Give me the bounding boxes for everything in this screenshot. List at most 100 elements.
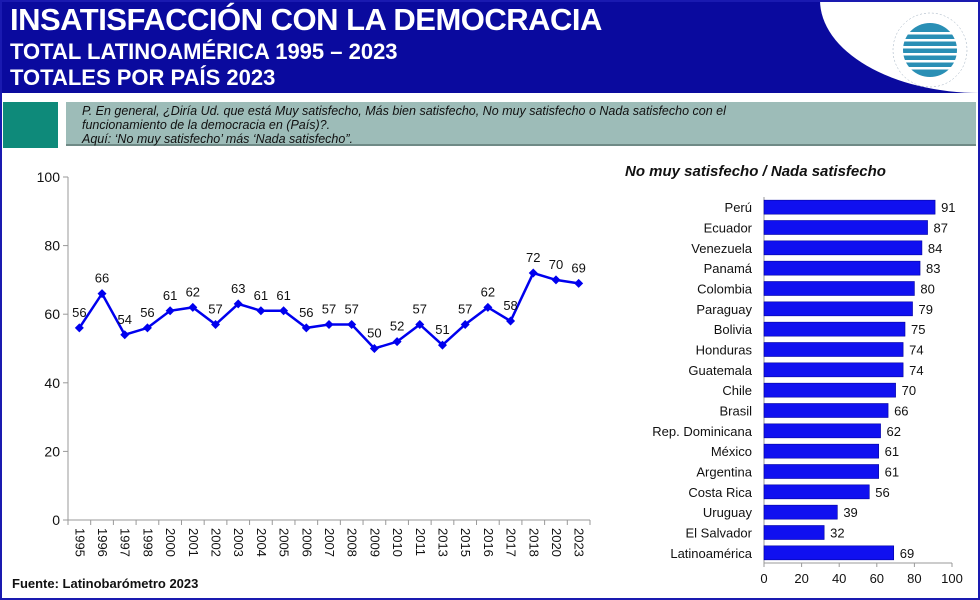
data-point bbox=[97, 289, 107, 299]
question-line-2: funcionamiento de la democracia en (País… bbox=[82, 118, 331, 132]
bar bbox=[763, 382, 896, 398]
data-label: 72 bbox=[526, 250, 540, 265]
data-label: 62 bbox=[481, 284, 495, 299]
data-label: 57 bbox=[413, 301, 427, 316]
x-tick-label: 2003 bbox=[231, 528, 246, 557]
data-point bbox=[74, 323, 84, 333]
data-label: 61 bbox=[163, 288, 177, 303]
data-label: 57 bbox=[322, 301, 336, 316]
bar-data-label: 87 bbox=[934, 221, 948, 236]
bar-x-tick-label: 80 bbox=[907, 571, 921, 586]
data-label: 70 bbox=[549, 257, 563, 272]
x-tick-label: 1998 bbox=[140, 528, 155, 557]
data-label: 50 bbox=[367, 326, 381, 341]
data-point bbox=[324, 319, 334, 329]
bar-category-label: Honduras bbox=[696, 343, 753, 358]
bar-data-label: 66 bbox=[894, 404, 908, 419]
bar bbox=[763, 321, 906, 337]
data-point bbox=[437, 340, 447, 350]
data-label: 66 bbox=[95, 271, 109, 286]
data-point bbox=[528, 268, 538, 278]
bar-category-label: Panamá bbox=[704, 261, 753, 276]
bar-category-label: Rep. Dominicana bbox=[652, 424, 752, 439]
source-note: Fuente: Latinobarómetro 2023 bbox=[12, 576, 199, 591]
y-tick-label: 60 bbox=[44, 306, 60, 322]
bar-category-label: Costa Rica bbox=[688, 485, 752, 500]
data-label: 62 bbox=[186, 284, 200, 299]
x-tick-label: 2018 bbox=[526, 528, 541, 557]
bar-category-label: Argentina bbox=[696, 465, 752, 480]
x-tick-label: 2017 bbox=[504, 528, 519, 557]
x-tick-label: 2010 bbox=[390, 528, 405, 557]
bar-category-label: Uruguay bbox=[703, 505, 753, 520]
bar-data-label: 83 bbox=[926, 261, 940, 276]
data-point bbox=[551, 275, 561, 285]
data-label: 57 bbox=[208, 301, 222, 316]
bar bbox=[763, 301, 913, 317]
x-tick-label: 2006 bbox=[299, 528, 314, 557]
bar bbox=[763, 199, 936, 215]
data-point bbox=[460, 319, 470, 329]
bar-category-label: Colombia bbox=[697, 282, 753, 297]
bar-data-label: 79 bbox=[919, 302, 933, 317]
bar-data-label: 61 bbox=[885, 444, 899, 459]
bar bbox=[763, 240, 923, 256]
bar-category-label: Guatemala bbox=[688, 363, 752, 378]
question-line-1: P. En general, ¿Diría Ud. que está Muy s… bbox=[82, 104, 726, 118]
question-panel: P. En general, ¿Diría Ud. que está Muy s… bbox=[66, 102, 976, 146]
bar-category-label: Latinoamérica bbox=[670, 546, 752, 561]
data-point bbox=[211, 319, 221, 329]
bar-data-label: 69 bbox=[900, 546, 914, 561]
data-point bbox=[233, 299, 243, 309]
data-label: 57 bbox=[344, 301, 358, 316]
bar bbox=[763, 525, 825, 540]
bar-data-label: 84 bbox=[928, 241, 942, 256]
bar-x-tick-label: 100 bbox=[941, 571, 963, 586]
bar-category-label: México bbox=[711, 444, 752, 459]
y-tick-label: 0 bbox=[52, 512, 60, 528]
x-tick-label: 2011 bbox=[413, 528, 428, 556]
bar bbox=[763, 281, 915, 296]
bar bbox=[763, 423, 881, 439]
data-label: 54 bbox=[118, 312, 132, 327]
bar-category-label: Ecuador bbox=[704, 221, 753, 236]
data-point bbox=[256, 306, 266, 316]
y-tick-label: 100 bbox=[37, 169, 61, 185]
bar bbox=[763, 443, 879, 459]
bar bbox=[763, 403, 889, 418]
x-tick-label: 2005 bbox=[277, 528, 292, 557]
data-point bbox=[165, 306, 175, 316]
bar-x-tick-label: 60 bbox=[870, 571, 884, 586]
bar-x-tick-label: 20 bbox=[794, 571, 808, 586]
bar-data-label: 61 bbox=[885, 465, 899, 480]
page-title: INSATISFACCIÓN CON LA DEMOCRACIA bbox=[10, 2, 602, 37]
bar-data-label: 39 bbox=[843, 505, 857, 520]
x-tick-label: 1996 bbox=[95, 528, 110, 557]
bar-data-label: 62 bbox=[887, 424, 901, 439]
data-point bbox=[415, 319, 425, 329]
data-label: 51 bbox=[435, 322, 449, 337]
x-tick-label: 2015 bbox=[458, 528, 473, 557]
x-tick-label: 2004 bbox=[254, 528, 269, 557]
x-tick-label: 1997 bbox=[118, 528, 133, 557]
x-tick-label: 2020 bbox=[549, 528, 564, 557]
bar-category-label: Chile bbox=[722, 383, 752, 398]
x-tick-label: 2000 bbox=[163, 528, 178, 557]
question-line-3: Aquí: ‘No muy satisfecho’ más ‘Nada sati… bbox=[82, 132, 353, 146]
x-tick-label: 1995 bbox=[72, 528, 87, 557]
x-tick-label: 2001 bbox=[186, 528, 201, 557]
bar-category-label: Perú bbox=[725, 200, 752, 215]
bar bbox=[763, 545, 895, 561]
data-point bbox=[574, 278, 584, 288]
data-point bbox=[347, 319, 357, 329]
bar bbox=[763, 362, 904, 378]
data-label: 58 bbox=[503, 298, 517, 313]
bar-category-label: Brasil bbox=[719, 404, 752, 419]
bar-data-label: 70 bbox=[902, 383, 916, 398]
data-label: 63 bbox=[231, 281, 245, 296]
y-tick-label: 20 bbox=[44, 443, 60, 459]
data-point bbox=[188, 302, 198, 312]
bar-category-label: Bolivia bbox=[714, 322, 753, 337]
